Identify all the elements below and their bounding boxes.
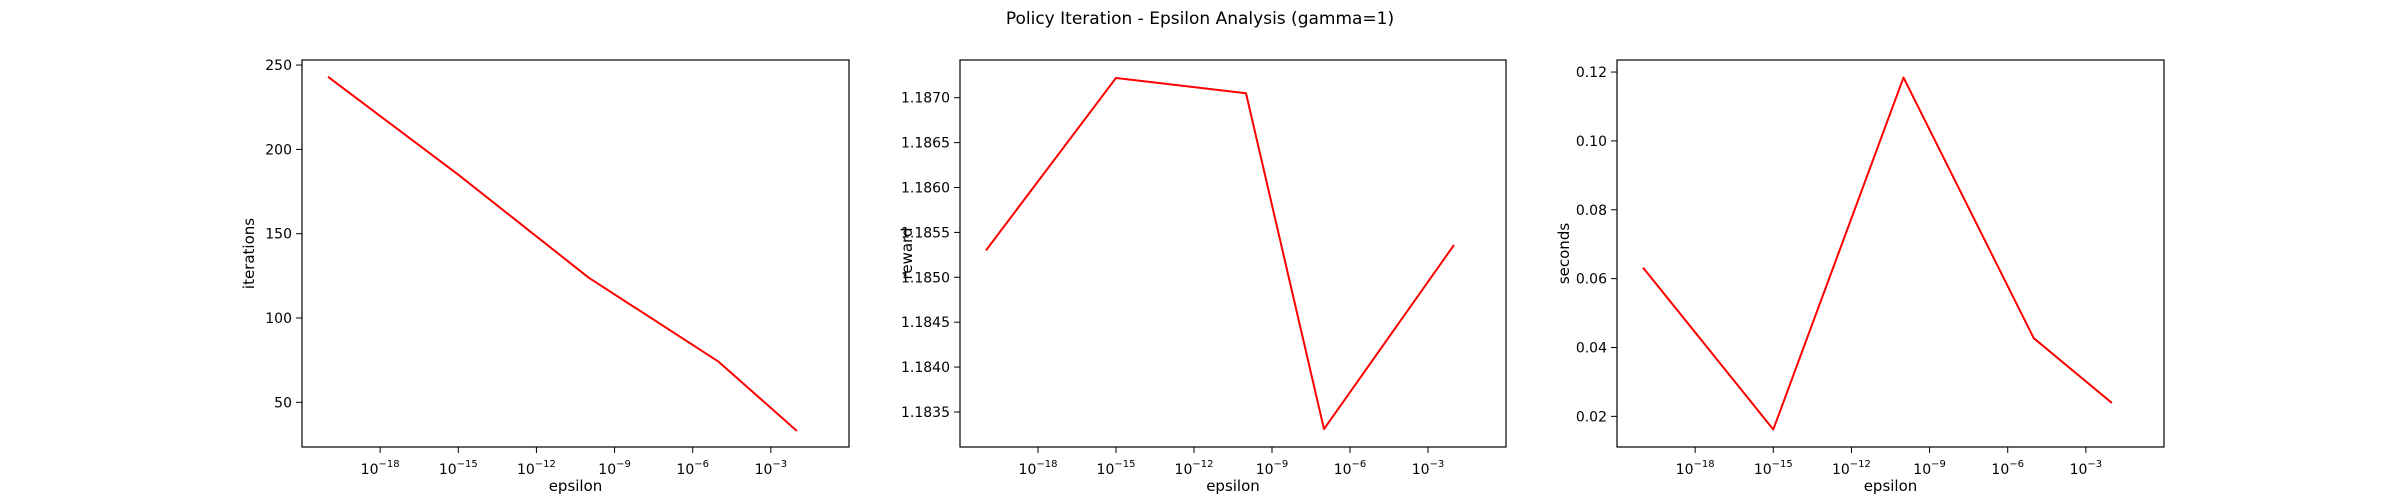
seconds-x-tick-label: 10−18 [1676, 459, 1715, 478]
iterations-line [327, 76, 798, 432]
reward-x-tick-label: 10−12 [1175, 459, 1214, 478]
seconds-y-tick-label: 0.10 [1576, 134, 1607, 150]
iterations-y-tick-label: 250 [265, 58, 292, 74]
iterations-y-tick-label: 50 [274, 395, 292, 411]
iterations-x-tick-label: 10−9 [598, 459, 631, 478]
figure-title: Policy Iteration - Epsilon Analysis (gam… [1006, 9, 1394, 29]
iterations-y-tick-label: 100 [265, 311, 292, 327]
seconds-y-tick-label: 0.12 [1576, 65, 1607, 81]
reward-x-tick-label: 10−9 [1256, 459, 1289, 478]
iterations-x-axis-label: epsilon [549, 477, 603, 495]
seconds-subplot: 10−18 10−15 10−12 10−9 10−6 10−3 0.02 0.04 0.06 0… [1555, 59, 2165, 495]
seconds-x-axis-label: epsilon [1864, 477, 1918, 495]
seconds-y-tick-label: 0.08 [1576, 203, 1607, 219]
iterations-x-tick-label: 10−15 [439, 459, 478, 478]
seconds-x-tick-label: 10−15 [1754, 459, 1793, 478]
reward-y-tick-label: 1.1865 [901, 136, 950, 152]
iterations-subplot: 10−18 10−15 10−12 10−9 10−6 10−3 50 100 150 200 25… [240, 58, 850, 495]
reward-axes-frame [959, 59, 1507, 448]
reward-y-axis-label: reward [898, 228, 916, 280]
seconds-y-tick-label: 0.02 [1576, 409, 1607, 425]
seconds-y-tick-label: 0.04 [1576, 340, 1607, 356]
reward-y-tick-label: 1.1850 [901, 270, 950, 286]
seconds-x-tick-label: 10−6 [1991, 459, 2024, 478]
reward-subplot: 10−18 10−15 10−12 10−9 10−6 10−3 1.1835 1.1840 1… [898, 59, 1507, 495]
reward-y-tick-label: 1.1845 [901, 315, 950, 331]
reward-x-tick-label: 10−3 [1412, 459, 1445, 478]
iterations-axes-frame [301, 59, 850, 448]
reward-y-tick-label: 1.1835 [901, 405, 950, 421]
iterations-x-tick-label: 10−3 [755, 459, 788, 478]
reward-y-tick-label: 1.1860 [901, 181, 950, 197]
seconds-y-axis-label: seconds [1555, 223, 1573, 284]
reward-line [985, 76, 1455, 431]
reward-y-tick-label: 1.1840 [901, 360, 950, 376]
iterations-x-tick-label: 10−18 [361, 459, 400, 478]
seconds-x-tick-label: 10−12 [1832, 459, 1871, 478]
reward-y-tick-label: 1.1855 [901, 225, 950, 241]
iterations-x-tick-label: 10−12 [517, 459, 556, 478]
seconds-line [1642, 76, 2113, 431]
reward-x-axis-label: epsilon [1206, 477, 1260, 495]
iterations-x-tick-label: 10−6 [676, 459, 709, 478]
seconds-x-tick-label: 10−3 [2070, 459, 2103, 478]
seconds-y-tick-label: 0.06 [1576, 272, 1607, 288]
reward-x-tick-label: 10−15 [1097, 459, 1136, 478]
iterations-y-tick-label: 150 [265, 227, 292, 243]
seconds-x-tick-label: 10−9 [1913, 459, 1946, 478]
reward-x-tick-label: 10−6 [1334, 459, 1367, 478]
iterations-y-axis-label: iterations [240, 218, 258, 289]
reward-y-tick-label: 1.1870 [901, 91, 950, 107]
reward-x-tick-label: 10−18 [1019, 459, 1058, 478]
seconds-axes-frame [1616, 59, 2165, 448]
iterations-y-tick-label: 200 [265, 142, 292, 158]
